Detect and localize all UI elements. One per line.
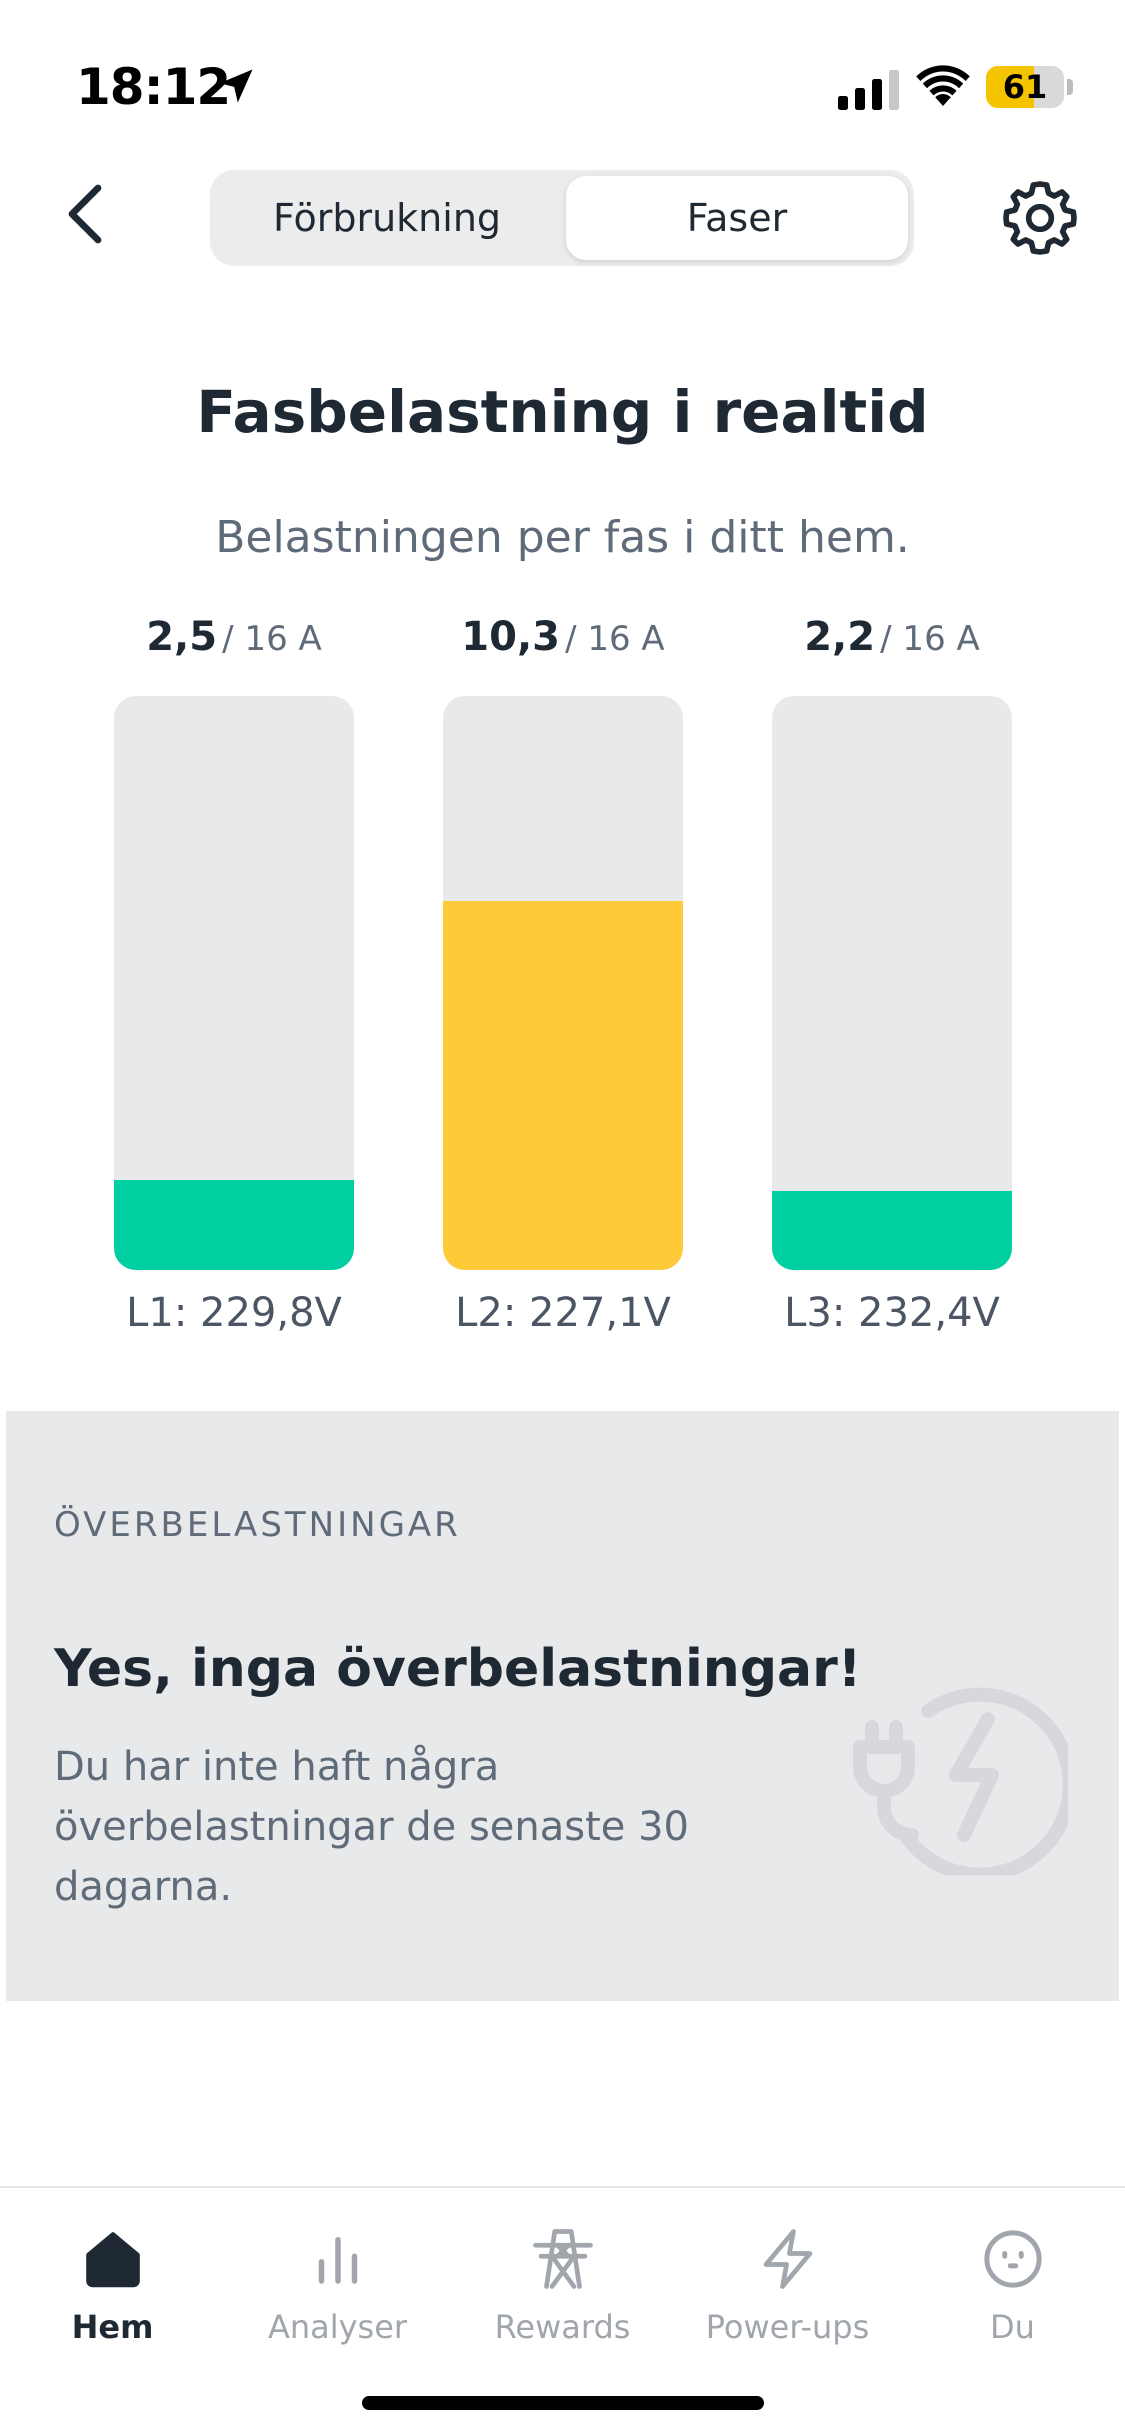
bar-fill-l3 [772,1191,1012,1270]
chevron-left-icon [68,184,102,244]
wifi-icon [916,65,970,106]
nav-label: Rewards [494,2308,631,2346]
overload-title: Yes, inga överbelastningar! [54,1639,862,1699]
page-subtitle: Belastningen per fas i ditt hem. [215,512,910,563]
bottom-nav: Hem Analyser Rewards Power-ups [0,2186,1125,2436]
power-tower-icon [533,2229,593,2289]
bar-track [772,696,1012,1270]
battery-tip [1067,79,1073,95]
bar-fill-l2 [443,900,683,1270]
nav-label: Hem [71,2308,154,2346]
phase-current-label: 10,3 / 16 A [403,614,723,660]
bar-chart-icon [318,2237,358,2284]
gear-icon [1003,181,1077,255]
nav-label: Analyser [267,2308,408,2346]
tab-forbrukning[interactable]: Förbrukning [272,196,502,240]
phase-voltage: L2: 227,1V [455,1290,671,1336]
plug-lightning-icon [853,1687,1068,1875]
nav-item-du[interactable]: Du [900,2212,1125,2352]
battery-level: 61 [1002,68,1048,106]
page-title: Fasbelastning i realtid [196,378,929,446]
current-max: / 16 A [565,619,665,659]
overload-heading: ÖVERBELASTNINGAR [54,1505,461,1545]
phase-current-label: 2,2 / 16 A [732,614,1052,660]
lightning-icon [763,2229,813,2289]
segmented-control: Förbrukning Faser [210,170,914,266]
face-icon [984,2230,1042,2288]
nav-item-analyser[interactable]: Analyser [225,2212,450,2352]
current-value: 10,3 [461,614,560,660]
overload-text: Du har inte haft några överbelastningar … [54,1744,689,1910]
status-time: 18:12 [76,58,231,116]
nav-item-hem[interactable]: Hem [0,2212,225,2352]
phase-voltage: L1: 229,8V [126,1290,342,1336]
overload-card: ÖVERBELASTNINGAR Yes, inga överbelastnin… [6,1411,1119,2001]
nav-label: Du [990,2308,1035,2346]
location-arrow-icon [219,69,253,103]
battery-icon: 61 [986,66,1064,108]
current-value: 2,2 [804,614,876,660]
tab-faser[interactable]: Faser [566,176,908,260]
current-value: 2,5 [146,614,218,660]
settings-button[interactable] [1000,178,1080,258]
bar-fill-l1 [114,1180,354,1270]
bar-track [443,696,683,1270]
nav-label: Power-ups [705,2308,870,2346]
current-max: / 16 A [880,619,980,659]
nav-item-rewards[interactable]: Rewards [450,2212,675,2352]
phase-current-label: 2,5 / 16 A [74,614,394,660]
back-button[interactable] [58,182,114,246]
home-icon [86,2232,140,2288]
phase-voltage: L3: 232,4V [784,1290,1000,1336]
bar-track [114,696,354,1270]
signal-icon [838,70,899,110]
status-bar: 18:12 61 [0,0,1125,180]
nav-item-power-ups[interactable]: Power-ups [675,2212,900,2352]
battery-fill [986,66,1034,108]
home-indicator [362,2396,764,2410]
current-max: / 16 A [222,619,322,659]
